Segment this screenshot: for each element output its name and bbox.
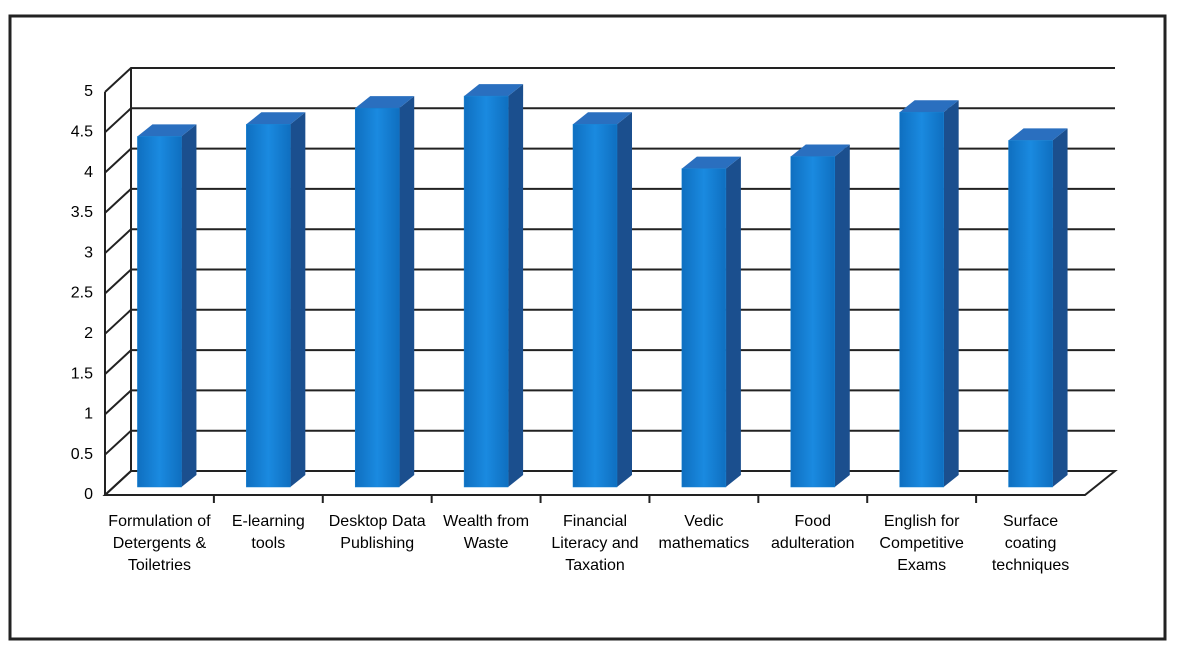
bar: [681, 168, 727, 488]
bar-top: [137, 124, 197, 137]
y-tick-label: 1.5: [71, 365, 93, 382]
bar-top: [464, 84, 524, 97]
x-tick-label: E-learning tools: [231, 513, 305, 552]
y-tick-label: 2: [84, 325, 93, 342]
grid-line: [104, 67, 1115, 93]
bar-top: [790, 144, 850, 157]
bar-side: [725, 156, 741, 487]
bar-top: [355, 96, 415, 109]
bar: [463, 95, 509, 488]
bar-side: [399, 96, 415, 488]
y-tick-label: 4: [84, 164, 93, 181]
x-tick-label: Desktop Data Publishing: [328, 513, 426, 552]
bar: [1008, 140, 1053, 488]
x-tick-label: Food adulteration: [770, 513, 855, 552]
x-tick-label: Wealth from Waste: [443, 513, 530, 552]
frame: [8, 14, 1167, 641]
bar: [354, 107, 400, 488]
bar-side: [181, 124, 197, 487]
bar-top: [246, 112, 306, 125]
bar-top: [681, 156, 741, 169]
y-tick-label: 4.5: [71, 124, 93, 141]
y-tick-label: 1: [84, 406, 93, 423]
bar-top: [573, 112, 632, 125]
bar: [137, 136, 182, 488]
bar-side: [1052, 128, 1068, 488]
bar-top: [899, 100, 959, 113]
x-tick-label: Formulation of Detergents & Toiletries: [108, 513, 211, 574]
y-tick-label: 5: [84, 83, 93, 100]
y-tick-label: 3.5: [71, 204, 93, 221]
x-tick-label: Financial Literacy and Taxation: [551, 513, 639, 574]
bar-side: [617, 112, 632, 488]
bar-side: [943, 100, 959, 488]
y-tick-label: 0: [84, 486, 93, 503]
bar-side: [290, 112, 306, 488]
y-tick-label: 0.5: [71, 446, 93, 463]
bar-side: [508, 84, 524, 487]
bar-side: [834, 144, 850, 488]
x-tick-label: English for Competitive Exams: [879, 513, 964, 574]
x-tick-label: Vedic mathematics: [658, 513, 750, 552]
y-tick-label: 2.5: [71, 285, 93, 302]
bar-top: [1008, 128, 1068, 141]
bar: [572, 124, 618, 488]
bar: [246, 124, 291, 488]
bar: [790, 156, 836, 488]
x-tick-label: Surface coating techniques: [991, 513, 1070, 574]
bar: [899, 111, 944, 488]
y-tick-label: 3: [84, 244, 93, 261]
